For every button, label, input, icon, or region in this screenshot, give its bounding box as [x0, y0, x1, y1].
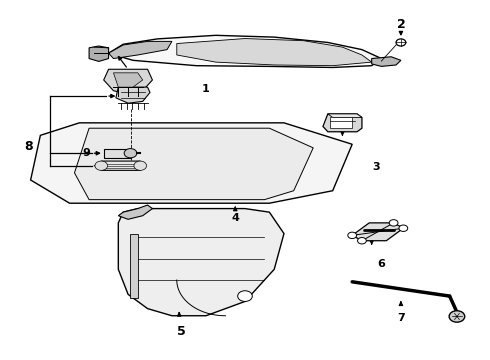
Text: 7: 7	[397, 312, 405, 323]
Polygon shape	[114, 73, 143, 87]
Polygon shape	[352, 223, 403, 241]
Circle shape	[389, 220, 398, 226]
Text: 8: 8	[24, 140, 32, 153]
Circle shape	[95, 161, 108, 170]
Circle shape	[358, 238, 367, 244]
Text: 5: 5	[177, 325, 186, 338]
Polygon shape	[89, 46, 109, 62]
Circle shape	[449, 311, 465, 322]
Polygon shape	[323, 114, 362, 132]
Polygon shape	[104, 69, 152, 94]
Polygon shape	[372, 57, 401, 66]
Circle shape	[348, 232, 357, 239]
Text: 9: 9	[83, 148, 91, 158]
Bar	[129, 234, 138, 298]
Text: 3: 3	[373, 162, 380, 172]
Circle shape	[134, 161, 147, 170]
Circle shape	[399, 225, 408, 231]
Polygon shape	[109, 35, 381, 67]
Text: 1: 1	[202, 84, 210, 94]
Circle shape	[396, 39, 406, 46]
Polygon shape	[30, 123, 352, 203]
Circle shape	[124, 149, 137, 158]
Text: 2: 2	[396, 18, 405, 31]
Bar	[330, 117, 352, 128]
Polygon shape	[74, 128, 313, 200]
Polygon shape	[118, 208, 284, 316]
Bar	[104, 149, 130, 158]
Text: 6: 6	[377, 259, 385, 269]
Text: 4: 4	[231, 212, 239, 222]
Polygon shape	[177, 39, 372, 66]
Polygon shape	[116, 87, 150, 103]
Circle shape	[238, 291, 252, 301]
Polygon shape	[100, 161, 142, 170]
Polygon shape	[328, 114, 362, 117]
Polygon shape	[109, 41, 172, 59]
Polygon shape	[118, 205, 152, 219]
